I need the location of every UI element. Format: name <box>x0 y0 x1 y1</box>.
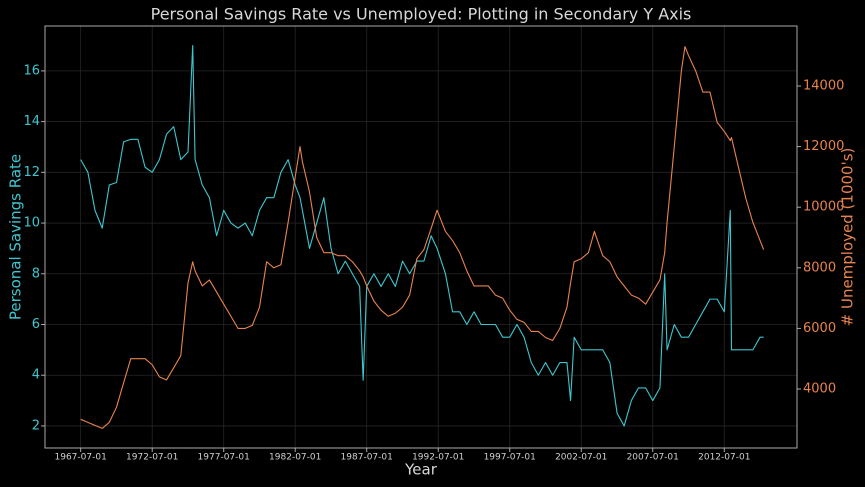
x-tick-label: 1987-07-01 <box>341 453 393 463</box>
y-tick-label: 6 <box>32 317 40 332</box>
x-tick-label: 2002-07-01 <box>555 453 607 463</box>
x-tick-label: 2012-07-01 <box>698 453 750 463</box>
y2-tick-label: 12000 <box>803 139 844 154</box>
x-tick-label: 1997-07-01 <box>484 453 536 463</box>
y-tick-label: 4 <box>32 368 40 383</box>
y-tick-label: 16 <box>23 63 40 78</box>
y-tick-label: 14 <box>23 114 40 129</box>
chart-title: Personal Savings Rate vs Unemployed: Plo… <box>151 5 692 24</box>
x-tick-label: 1972-07-01 <box>126 453 178 463</box>
y2-tick-label: 4000 <box>803 382 836 397</box>
y2-axis-label: # Unemployed (1000's) <box>839 148 857 327</box>
x-tick-label: 1967-07-01 <box>55 453 107 463</box>
x-tick-label: 2007-07-01 <box>627 453 679 463</box>
y-tick-label: 2 <box>32 418 40 433</box>
y2-tick-label: 10000 <box>803 200 844 215</box>
x-tick-label: 1977-07-01 <box>198 453 250 463</box>
series-line <box>80 44 764 427</box>
y2-tick-label: 14000 <box>803 78 844 93</box>
y2-tick-label: 8000 <box>803 260 836 275</box>
x-tick-label: 1982-07-01 <box>269 453 321 463</box>
x-axis-label: Year <box>404 461 438 479</box>
y-tick-label: 12 <box>23 165 40 180</box>
y-tick-label: 8 <box>32 266 40 281</box>
x-tick-label: 1992-07-01 <box>412 453 464 463</box>
y-axis-label: Personal Savings Rate <box>7 154 25 320</box>
plot-frame <box>44 25 798 449</box>
series-line <box>80 46 765 429</box>
y2-tick-label: 6000 <box>803 321 836 336</box>
y-tick-label: 10 <box>23 216 40 231</box>
